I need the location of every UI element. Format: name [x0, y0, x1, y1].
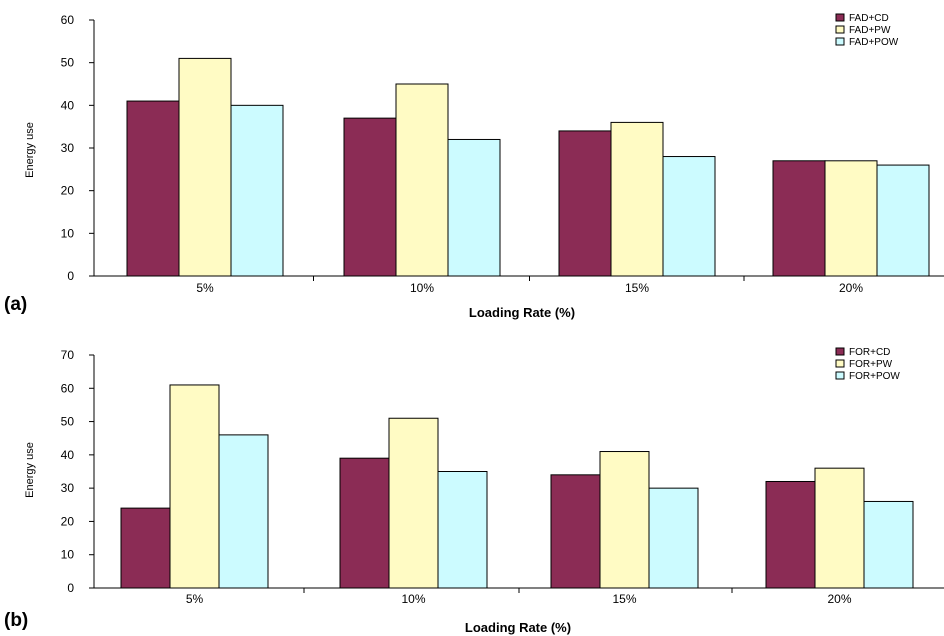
bar-for-pow-1: [437, 471, 488, 589]
legend-swatch: [835, 13, 845, 22]
bar-for-pw-2: [599, 451, 650, 589]
legend-label: FOR+POW: [849, 371, 900, 382]
bar-fad-pw-0: [178, 57, 232, 277]
legend-label: FOR+PW: [849, 359, 893, 370]
y-tick-label: 20: [61, 514, 75, 528]
legend-swatch: [835, 347, 845, 356]
panel-label-a: (a): [4, 294, 27, 315]
bar-for-pw-1: [388, 417, 439, 589]
x-axis-title-b: Loading Rate (%): [465, 620, 571, 635]
y-tick-label: 0: [67, 581, 74, 595]
legend-swatch: [835, 37, 845, 46]
y-tick-label: 40: [61, 98, 75, 112]
bar-fad-pw-3: [824, 160, 878, 277]
y-tick-label: 40: [61, 448, 75, 462]
y-axis-title-a: Energy use: [24, 122, 36, 178]
y-tick-label: 30: [61, 481, 75, 495]
y-tick-label: 70: [61, 348, 75, 362]
legend-swatch: [835, 371, 845, 380]
bar-for-cd-2: [550, 474, 601, 589]
bar-for-cd-0: [120, 507, 171, 589]
bar-fad-pow-3: [876, 164, 930, 277]
x-axis-title-a: Loading Rate (%): [469, 305, 575, 320]
bar-for-pow-3: [863, 500, 914, 589]
bar-for-cd-3: [765, 480, 816, 589]
y-tick-label: 60: [61, 381, 75, 395]
bar-fad-cd-3: [772, 160, 826, 277]
bar-fad-pw-2: [610, 121, 664, 277]
legend-label: FAD+PW: [849, 25, 891, 36]
bar-for-pw-3: [814, 467, 865, 589]
y-tick-label: 10: [61, 226, 75, 240]
y-axis-title-b: Energy use: [24, 442, 36, 498]
y-tick-label: 30: [61, 141, 75, 155]
y-ticks-a: 0 10 20 30 40 50 60: [61, 13, 94, 283]
bars-group-b: [120, 384, 914, 589]
x-tick-label: 5%: [186, 592, 204, 606]
y-tick-label: 0: [67, 269, 74, 283]
chart-panel-a: 0 10 20 30 40 50 60 5% 10% 15% 20% Energy use Loa…: [4, 13, 944, 320]
x-tick-label: 15%: [625, 281, 649, 295]
legend-swatch: [835, 359, 845, 368]
x-tick-label: 20%: [827, 592, 851, 606]
y-ticks-b: 0 10 20 30 40 50 60 70: [61, 348, 94, 595]
bar-for-pw-0: [169, 384, 220, 589]
x-tick-label: 5%: [196, 281, 214, 295]
y-tick-label: 50: [61, 415, 75, 429]
bar-for-cd-1: [339, 457, 390, 589]
legend-label: FAD+POW: [849, 37, 899, 48]
legend-label: FAD+CD: [849, 13, 889, 24]
legend-swatch: [835, 25, 845, 34]
x-tick-label: 10%: [401, 592, 425, 606]
bar-fad-cd-2: [558, 130, 612, 277]
bar-fad-pow-1: [447, 138, 501, 277]
x-tick-label: 15%: [612, 592, 636, 606]
x-tick-label: 10%: [410, 281, 434, 295]
bar-for-pow-0: [218, 434, 269, 589]
x-ticks-b: 5% 10% 15% 20%: [186, 588, 852, 606]
bar-for-pow-2: [648, 487, 699, 589]
bar-fad-cd-1: [343, 117, 397, 277]
bar-fad-pw-1: [395, 83, 449, 277]
y-tick-label: 50: [61, 56, 75, 70]
bars-group-a: [126, 57, 930, 277]
y-tick-label: 60: [61, 13, 75, 27]
bar-fad-pow-0: [230, 104, 284, 277]
y-tick-label: 20: [61, 184, 75, 198]
panel-label-b: (b): [4, 610, 28, 631]
x-tick-label: 20%: [839, 281, 863, 295]
y-tick-label: 10: [61, 548, 75, 562]
x-ticks-a: 5% 10% 15% 20%: [196, 276, 863, 295]
bar-fad-cd-0: [126, 100, 180, 277]
bar-fad-pow-2: [662, 156, 716, 277]
legend-label: FOR+CD: [849, 347, 890, 358]
chart-panel-b: 0 10 20 30 40 50 60 70 5% 10% 15% 20% Energy use L…: [4, 347, 944, 635]
